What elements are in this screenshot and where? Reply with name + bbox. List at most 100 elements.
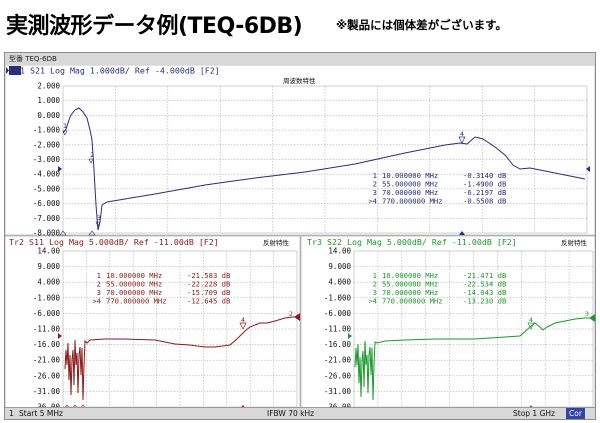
tr2-end-marker-icon — [294, 313, 300, 321]
tr2-marker-row-number: 3 — [97, 288, 101, 297]
tr2-marker-4-icon — [239, 322, 247, 330]
tr1-y-tick-label: -8.000 — [33, 229, 61, 238]
tr3-y-tick-label: -11.00 — [324, 325, 352, 334]
tr3-marker-row-number: 2 — [373, 280, 377, 289]
tr1-marker-row-value: -1.4900 dB — [463, 180, 506, 189]
tr1-stimulus-marker-icon — [459, 231, 465, 235]
tr1-ref-right-icon — [586, 166, 590, 172]
tr1-marker-2-label: 2 — [90, 151, 94, 159]
tr2-panel: Tr2 S11 Log Mag 5.000dB/ Ref -11.00dB [F… — [5, 235, 301, 410]
tr2-marker-row-frequency: 70.000000 MHz — [106, 288, 162, 297]
tr1-marker-row-value: -6.2197 dB — [463, 188, 506, 197]
tr2-y-tick-label: -16.00 — [33, 340, 61, 349]
tr3-panel: Tr3 S22 Log Mag 5.000dB/ Ref -11.00dB [F… — [300, 235, 595, 410]
tr1-stimulus-marker-1-icon — [59, 230, 67, 236]
page-header: 実測波形データ例(TEQ-6DB) ※製品には個体差がございます。 — [0, 0, 600, 48]
tr1-header: Tr1 S21 Log Mag 1.000dB/ Ref -4.000dB [F… — [10, 66, 220, 76]
tr2-y-tick-label: -36.00 — [33, 403, 61, 410]
channel-number: 1 — [9, 409, 14, 418]
tr1-y-tick-label: 1.000 — [37, 96, 60, 105]
tr2-header: Tr2 S11 Log Mag 5.000dB/ Ref -11.00dB [F… — [9, 237, 219, 247]
tr1-header-badge — [9, 66, 21, 75]
tr1-marker-row-number: >4 — [368, 197, 377, 206]
tr1-markers: 1 2 3 4 — [62, 122, 466, 227]
tr3-y-tick-label: -1.000 — [324, 293, 352, 302]
correction-badge[interactable]: Cor — [566, 408, 585, 419]
tr2-ref-left-icon — [58, 333, 62, 339]
tr3-ref-left-icon — [348, 333, 352, 339]
stop-frequency: Stop 1 GHz — [513, 409, 555, 418]
tr2-marker-row-value: -22.228 dB — [187, 280, 230, 289]
tr2-marker-row-frequency: 770.000000 MHz — [106, 297, 167, 306]
tr3-y-tick-label: -6.000 — [324, 309, 352, 318]
tr1-background — [5, 65, 595, 236]
individual-difference-note: ※製品には個体差がございます。 — [336, 18, 508, 32]
tr2-trace — [64, 316, 299, 401]
tr3-y-tick-label: 4.000 — [328, 278, 351, 287]
tr3-marker-row-value: -21.471 dB — [463, 271, 506, 280]
tr1-marker-2-icon — [88, 158, 94, 164]
tr1-marker-row-value: -0.5508 dB — [463, 197, 506, 206]
tr1-marker-4-label: 4 — [460, 130, 464, 138]
tr2-y-tick-label: 14.00 — [37, 247, 60, 256]
tr1-marker-row-number: 2 — [373, 180, 377, 189]
tr3-marker-row-frequency: 770.000000 MHz — [382, 297, 443, 306]
if-bandwidth: IFBW 70 kHz — [267, 409, 315, 418]
tr2-marker-row-frequency: 55.000000 MHz — [106, 280, 162, 289]
tr3-y-tick-label: 14.00 — [328, 247, 351, 256]
tr1-y-tick-label: -4.000 — [33, 170, 61, 179]
tr1-panel: Tr1 S21 Log Mag 1.000dB/ Ref -4.000dB [F… — [5, 65, 595, 238]
tr3-marker-4-label: 4 — [529, 316, 533, 324]
tr1-marker-row-value: -0.3140 dB — [463, 171, 506, 180]
tr2-label: 反射特性 — [263, 238, 290, 247]
tr3-header: Tr3 S22 Log Mag 5.000dB/ Ref -11.00dB [F… — [307, 237, 517, 247]
tr1-marker-table: 1 10.000000 MHz -0.3140 dB 2 55.000000 MHz -1… — [368, 171, 506, 206]
tr1-marker-1-icon — [62, 130, 68, 136]
tr2-end-marker-label: 2 — [289, 310, 293, 318]
tr3-marker-row-frequency: 10.000000 MHz — [382, 271, 438, 280]
tr2-y-axis: 14.00 9.000 4.000 -1.000 -6.000 -11.00 -16.00 -… — [33, 247, 61, 410]
tr2-y-tick-label: -11.00 — [33, 325, 61, 334]
tr2-y-tick-label: 9.000 — [37, 262, 60, 271]
tr2-y-tick-label: -21.00 — [33, 356, 61, 365]
tr2-background — [5, 235, 301, 409]
tr1-active-arrow-icon — [6, 67, 9, 74]
tr2-marker-4-label: 4 — [241, 316, 245, 324]
tr2-marker-row-value: -15.709 dB — [187, 288, 230, 297]
tr3-y-tick-label: 9.000 — [328, 262, 351, 271]
tr1-grid — [62, 85, 588, 234]
tr3-y-tick-label: -36.00 — [324, 403, 352, 410]
tr3-marker-row-value: -14.043 dB — [463, 288, 506, 297]
tr2-marker-table: 1 10.000000 MHz -21.583 dB 2 55.000000 MHz -2… — [92, 271, 230, 306]
tr3-y-tick-label: -21.00 — [324, 356, 352, 365]
tr3-marker-row-frequency: 70.000000 MHz — [382, 288, 438, 297]
tr2-y-tick-label: -31.00 — [33, 387, 61, 396]
tr3-end-marker-label: 3 — [585, 310, 589, 318]
tr1-y-tick-label: 0.000 — [37, 111, 60, 120]
tr1-marker-row-number: 3 — [373, 188, 377, 197]
tr3-marker-table: 1 10.000000 MHz -21.471 dB 2 55.000000 MHz -2… — [368, 271, 506, 306]
tr1-trace — [62, 107, 586, 231]
tr1-y-tick-label: -6.000 — [33, 199, 61, 208]
tr2-y-tick-label: -26.00 — [33, 371, 61, 380]
window-title-bar: 型番 TEQ-6DB — [5, 53, 595, 65]
tr3-markers: 4 3 — [527, 310, 595, 330]
tr1-marker-row-number: 1 — [373, 171, 377, 180]
tr1-marker-row-frequency: 55.000000 MHz — [382, 180, 438, 189]
tr3-y-tick-label: -26.00 — [324, 371, 352, 380]
tr3-marker-row-number: >4 — [368, 297, 377, 306]
tr3-label: 反射特性 — [561, 238, 588, 247]
tr1-ref-left-icon — [58, 166, 62, 172]
tr3-marker-row-value: -22.534 dB — [463, 280, 506, 289]
network-analyzer-window: 型番 TEQ-6DB Tr1 S21 Log Mag 1.000dB/ Ref … — [4, 52, 596, 420]
tr3-marker-row-number: 1 — [373, 271, 377, 280]
tr2-marker-row-number: >4 — [92, 297, 101, 306]
tr3-marker-row-frequency: 55.000000 MHz — [382, 280, 438, 289]
tr3-y-axis: 14.00 9.000 4.000 -1.000 -6.000 -11.00 -16.00 -… — [324, 247, 352, 410]
tr1-marker-1-label: 1 — [63, 122, 67, 130]
tr2-marker-row-value: -12.645 dB — [187, 297, 230, 306]
tr1-y-tick-label: -7.000 — [33, 214, 61, 223]
tr2-markers: 4 2 — [239, 310, 300, 330]
tr3-marker-4-icon — [527, 322, 535, 330]
tr1-marker-row-frequency: 70.000000 MHz — [382, 188, 438, 197]
